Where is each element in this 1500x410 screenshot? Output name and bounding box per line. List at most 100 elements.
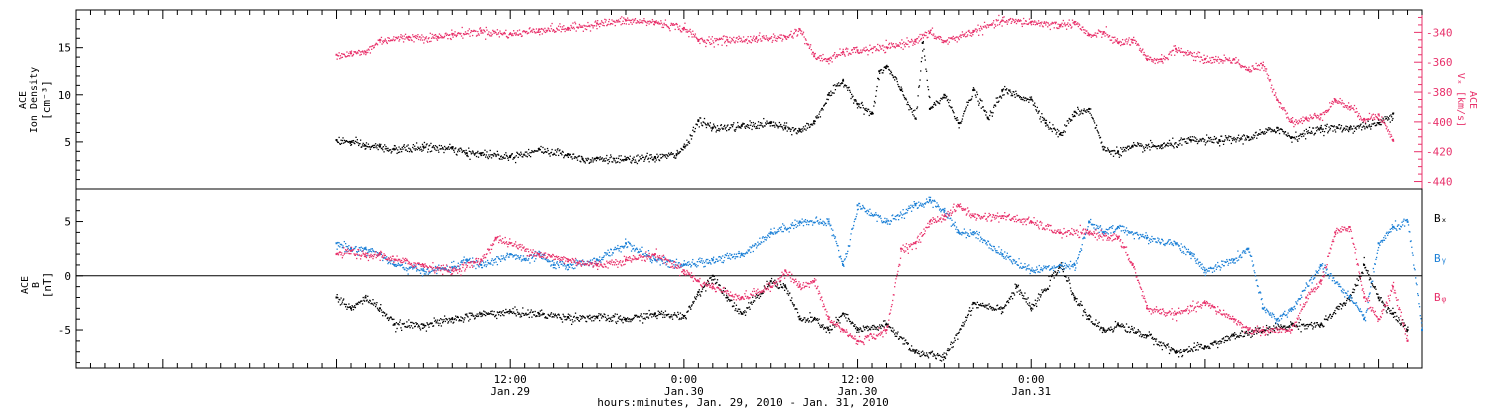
data-dot	[1222, 338, 1224, 340]
data-dot	[845, 313, 848, 316]
data-dot	[1232, 139, 1234, 142]
data-dot	[1286, 134, 1288, 136]
data-dot	[655, 315, 657, 317]
data-dot	[877, 43, 879, 46]
data-dot	[686, 144, 689, 146]
data-dot	[346, 140, 348, 142]
data-dot	[796, 311, 799, 314]
data-dot	[1237, 335, 1239, 337]
data-dot	[447, 38, 449, 40]
data-dot	[626, 17, 629, 19]
data-point	[827, 329, 830, 332]
data-dot	[987, 308, 990, 310]
data-dot	[1116, 38, 1119, 40]
data-dot	[591, 320, 593, 322]
data-dot	[1011, 292, 1013, 294]
data-dot	[965, 319, 967, 321]
data-dot	[527, 148, 530, 151]
data-dot	[634, 315, 637, 317]
data-dot	[1389, 121, 1391, 123]
data-dot	[726, 300, 728, 302]
data-dot	[769, 37, 771, 39]
data-dot	[959, 121, 962, 124]
data-dot	[1191, 54, 1193, 57]
data-dot	[828, 57, 831, 59]
data-dot	[1382, 121, 1384, 124]
data-point	[1059, 133, 1062, 136]
data-dot	[950, 37, 952, 40]
data-dot	[569, 153, 571, 156]
data-dot	[541, 309, 543, 311]
data-dot	[1029, 21, 1031, 24]
data-dot	[642, 20, 644, 22]
data-dot	[1182, 138, 1184, 140]
data-dot	[830, 90, 832, 92]
data-dot	[958, 127, 960, 129]
data-dot	[610, 320, 613, 322]
data-dot	[1290, 137, 1292, 139]
data-dot	[660, 157, 662, 159]
data-dot	[1056, 272, 1059, 274]
data-dot	[1222, 140, 1224, 142]
data-dot	[1200, 344, 1203, 346]
data-dot	[665, 314, 667, 316]
data-dot	[666, 157, 668, 159]
data-dot	[786, 292, 788, 295]
data-dot	[435, 322, 437, 324]
data-dot	[482, 151, 484, 154]
data-dot	[858, 105, 860, 107]
data-dot	[378, 309, 380, 312]
data-dot	[443, 315, 446, 317]
data-dot	[970, 98, 973, 100]
data-dot	[1139, 47, 1141, 50]
data-dot	[1175, 142, 1177, 144]
data-dot	[466, 154, 469, 156]
data-dot	[1273, 325, 1275, 327]
data-dot	[612, 320, 614, 322]
data-dot	[593, 157, 596, 160]
data-dot	[538, 315, 540, 317]
data-dot	[749, 120, 751, 122]
data-dot	[1251, 65, 1253, 67]
data-dot	[914, 349, 917, 352]
data-dot	[1217, 56, 1220, 58]
data-dot	[428, 145, 430, 147]
data-dot	[628, 318, 631, 320]
data-dot	[1245, 68, 1247, 71]
data-dot	[1178, 49, 1180, 51]
data-dot	[1047, 22, 1050, 24]
data-dot	[907, 101, 909, 103]
data-dot	[1379, 118, 1382, 121]
data-dot	[518, 29, 521, 31]
data-dot	[519, 316, 521, 318]
data-dot	[430, 323, 433, 325]
data-dot	[598, 312, 600, 315]
data-dot	[541, 314, 543, 316]
data-dot	[376, 43, 378, 45]
data-dot	[998, 23, 1001, 26]
data-dot	[652, 313, 654, 315]
data-dot	[457, 32, 459, 34]
data-dot	[750, 122, 753, 124]
data-dot	[1048, 128, 1050, 130]
data-dot	[1004, 89, 1007, 91]
data-dot	[1331, 125, 1333, 127]
data-dot	[1206, 345, 1208, 348]
data-dot	[1046, 288, 1048, 290]
data-dot	[736, 36, 738, 39]
data-dot	[797, 30, 799, 33]
data-dot	[359, 51, 362, 53]
data-dot	[1210, 62, 1212, 64]
data-dot	[585, 28, 588, 31]
data-dot	[1187, 351, 1189, 353]
data-dot	[580, 155, 583, 158]
data-dot	[1027, 98, 1029, 100]
data-dot	[1097, 29, 1100, 31]
data-dot	[510, 154, 512, 156]
data-dot	[351, 305, 353, 307]
data-dot	[793, 305, 795, 307]
data-dot	[1041, 116, 1044, 119]
data-dot	[509, 156, 512, 159]
data-point	[349, 140, 352, 143]
data-dot	[1043, 289, 1046, 292]
